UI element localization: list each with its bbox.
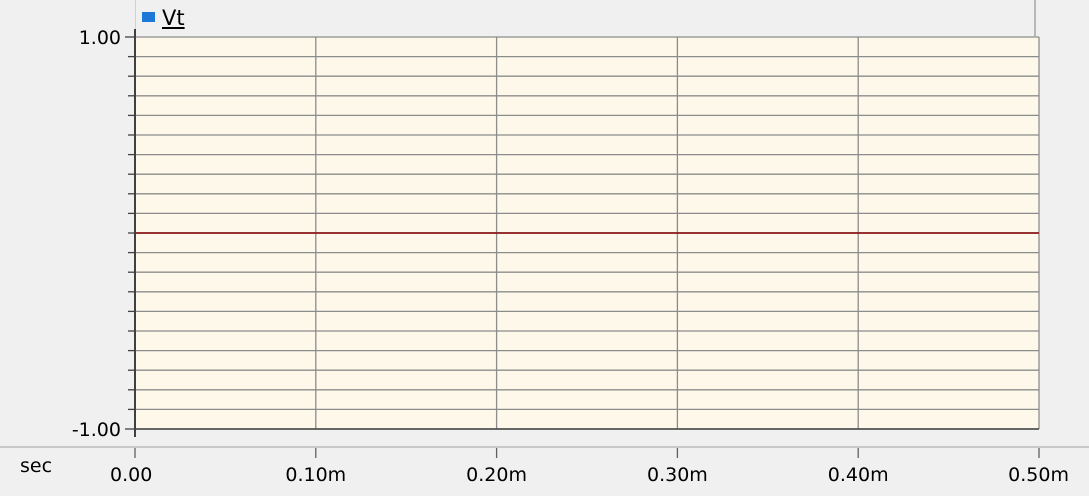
x-tick-label: 0.50m [1008,464,1069,486]
x-axis-label: sec [20,455,53,477]
divider [0,446,1089,448]
legend-item-vt[interactable]: Vt [162,6,185,30]
x-tick-label: 0.30m [647,464,708,486]
legend: Vt [135,0,1036,36]
x-tick-label: 0.40m [828,464,889,486]
y-tick-label: -1.00 [72,419,121,441]
x-tick-label: 0.20m [466,464,527,486]
x-tick-label: 0.10m [285,464,346,486]
legend-swatch-vt [142,12,155,22]
x-tick-label: 0.00 [110,464,152,486]
tick-labels: 1.00 -1.00 0.00 0.10m 0.20m 0.30m 0.40m 0.50m [72,27,1069,486]
y-tick-label: 1.00 [79,27,121,49]
